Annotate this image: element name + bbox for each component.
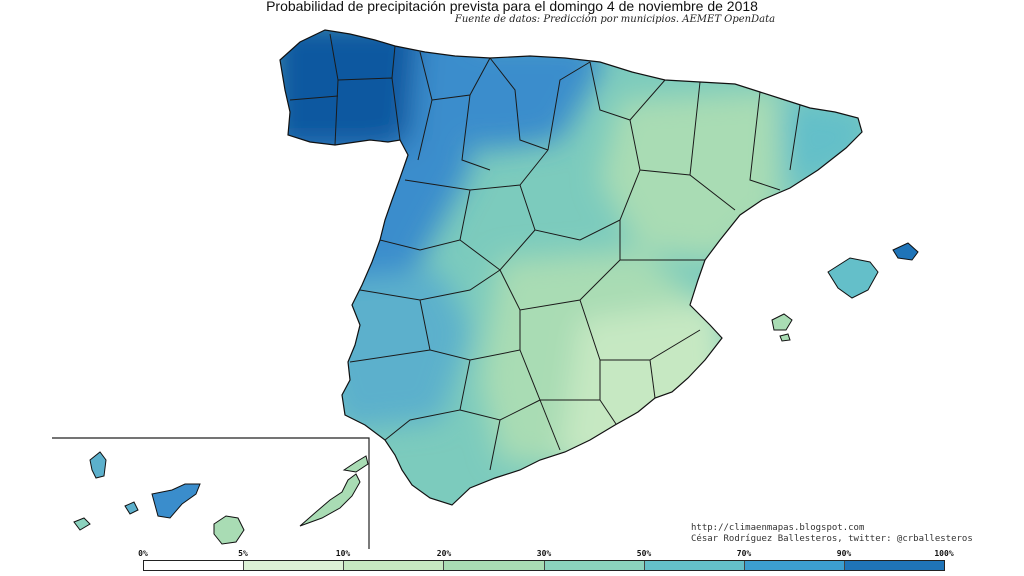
lanzarote (342, 455, 369, 473)
legend-tick-label: 0% (138, 549, 148, 558)
legend-swatch (144, 561, 245, 570)
region-catalonia (780, 100, 862, 190)
credits-blog: http://climaenmapas.blogspot.com (691, 523, 865, 533)
legend-swatch (744, 561, 845, 570)
ibiza (771, 313, 793, 331)
tenerife (151, 483, 201, 519)
la-palma (89, 451, 107, 479)
legend-swatch (244, 561, 345, 570)
gran-canaria (213, 515, 245, 545)
mallorca (827, 257, 879, 299)
legend-swatch (844, 561, 944, 570)
legend-tick-label: 90% (836, 549, 852, 558)
region-galicia (280, 30, 420, 150)
canary-inset-frame (52, 437, 370, 549)
menorca (892, 242, 919, 261)
province-borders (289, 33, 801, 471)
la-gomera (124, 501, 139, 515)
legend-tick-label: 100% (934, 549, 954, 558)
legend-tick-label: 5% (238, 549, 248, 558)
legend-tick-label: 30% (536, 549, 552, 558)
credits: http://climaenmapas.blogspot.com César R… (691, 523, 973, 545)
credits-author: César Rodríguez Ballesteros, twitter: @c… (691, 534, 973, 544)
legend-tick-label: 10% (335, 549, 351, 558)
el-hierro (73, 517, 91, 531)
legend-swatch (644, 561, 745, 570)
legend-swatch (444, 561, 545, 570)
legend-swatch (344, 561, 445, 570)
legend-tick-label: 20% (436, 549, 452, 558)
map-subtitle: Fuente de datos: Predicción por municipi… (454, 14, 776, 25)
legend-swatch (544, 561, 645, 570)
peninsula-fill (280, 30, 862, 505)
map-title: Probabilidad de precipitación prevista p… (266, 0, 758, 14)
fuerteventura (299, 473, 361, 527)
legend-tick-label: 50% (636, 549, 652, 558)
legend-colorbar (143, 560, 945, 571)
legend-tick-label: 70% (736, 549, 752, 558)
formentera (779, 333, 791, 342)
peninsula-outline (279, 29, 863, 506)
region-extremadura (320, 270, 470, 430)
region-southeast (560, 300, 730, 470)
